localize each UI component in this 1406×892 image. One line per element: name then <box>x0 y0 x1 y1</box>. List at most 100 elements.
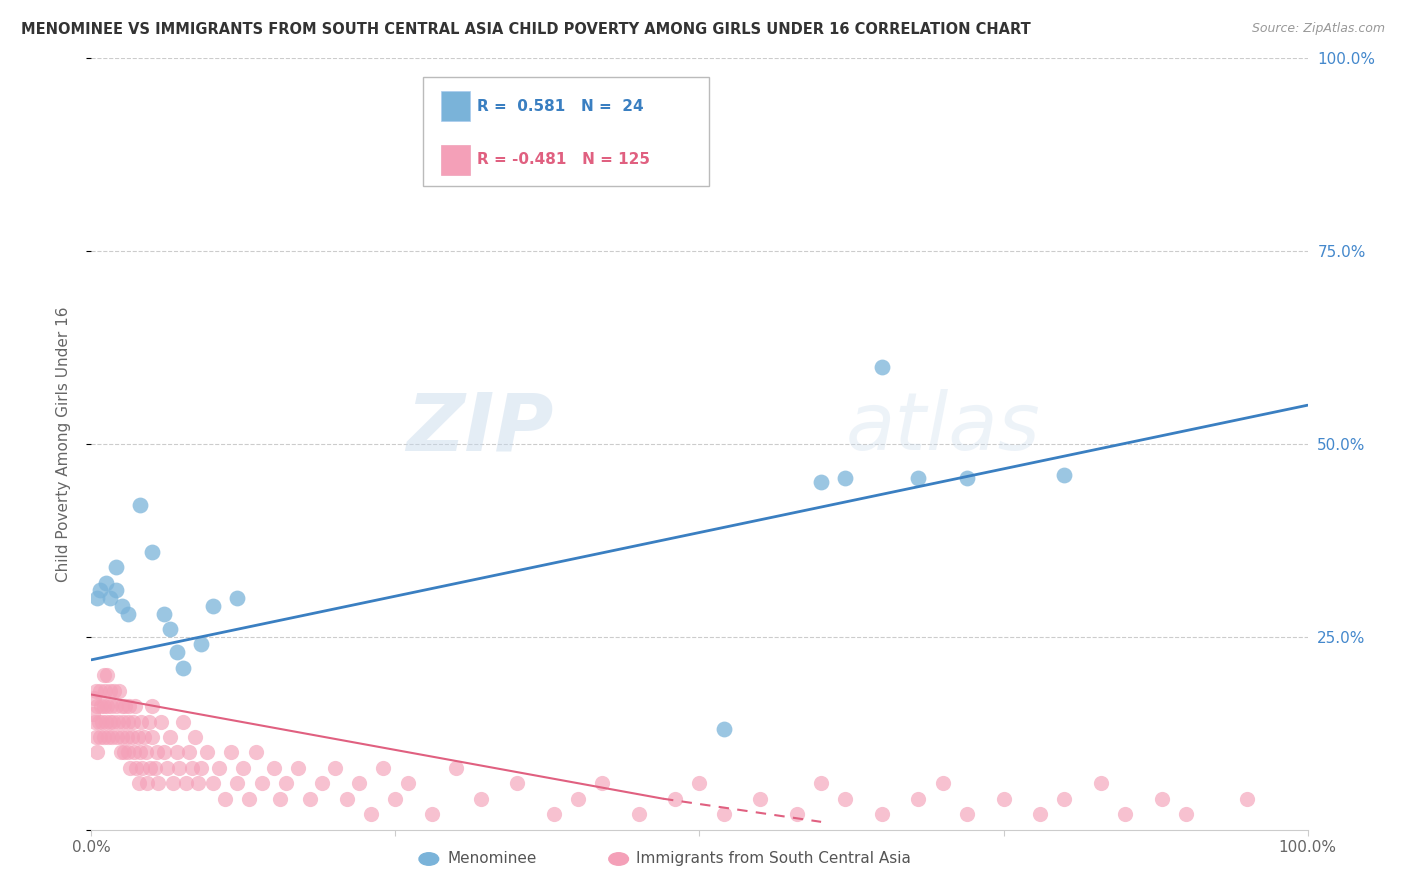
Point <box>373 761 395 775</box>
Point <box>384 791 406 805</box>
Point <box>167 761 190 775</box>
Point <box>89 583 111 598</box>
Point <box>190 637 212 651</box>
Point <box>132 730 155 744</box>
Point <box>159 622 181 636</box>
Point <box>114 699 136 714</box>
Point <box>135 745 157 759</box>
Point <box>105 730 128 744</box>
Point <box>956 471 979 485</box>
Point <box>226 591 249 605</box>
Point <box>103 683 125 698</box>
Point <box>84 730 107 744</box>
Point <box>101 730 124 744</box>
Point <box>219 745 242 759</box>
Point <box>543 807 565 822</box>
Point <box>567 791 589 805</box>
Point <box>98 591 121 605</box>
Text: MENOMINEE VS IMMIGRANTS FROM SOUTH CENTRAL ASIA CHILD POVERTY AMONG GIRLS UNDER : MENOMINEE VS IMMIGRANTS FROM SOUTH CENTR… <box>21 22 1031 37</box>
Point <box>214 791 236 805</box>
Point <box>94 714 117 729</box>
Point <box>121 714 143 729</box>
Point <box>89 683 111 698</box>
Point <box>129 714 152 729</box>
Point <box>1053 791 1076 805</box>
Point <box>1053 467 1076 482</box>
Point <box>120 761 142 775</box>
Point <box>688 776 710 790</box>
Point <box>86 591 108 605</box>
Point <box>470 791 492 805</box>
Point <box>1029 807 1052 822</box>
Point <box>834 791 856 805</box>
Point <box>166 745 188 759</box>
Point <box>1175 807 1198 822</box>
Point <box>713 807 735 822</box>
Point <box>870 359 893 374</box>
Point <box>907 791 929 805</box>
Point <box>91 714 114 729</box>
Point <box>956 807 979 822</box>
Point <box>245 745 267 759</box>
Point <box>506 776 529 790</box>
Point <box>90 699 112 714</box>
Point <box>111 714 134 729</box>
Point <box>1090 776 1112 790</box>
Point <box>208 761 231 775</box>
Point <box>87 714 110 729</box>
Point <box>107 714 129 729</box>
Point <box>993 791 1015 805</box>
Point <box>84 714 107 729</box>
Point <box>104 560 127 574</box>
Point <box>117 714 139 729</box>
Point <box>93 730 115 744</box>
Point <box>713 723 735 737</box>
Point <box>931 776 953 790</box>
Point <box>82 706 104 721</box>
Point <box>118 699 141 714</box>
Point <box>396 776 419 790</box>
Point <box>263 761 285 775</box>
Point <box>128 776 150 790</box>
Text: atlas: atlas <box>845 389 1040 467</box>
Point <box>360 807 382 822</box>
Point <box>111 599 134 613</box>
Point <box>96 699 118 714</box>
Point <box>139 761 162 775</box>
Point <box>86 745 108 759</box>
Point <box>274 776 297 790</box>
Point <box>108 683 131 698</box>
Text: R = -0.481   N = 125: R = -0.481 N = 125 <box>477 153 650 167</box>
Point <box>299 791 322 805</box>
Point <box>98 714 121 729</box>
Point <box>125 761 148 775</box>
Point <box>93 699 115 714</box>
Point <box>153 745 176 759</box>
Point <box>124 699 146 714</box>
Point <box>143 761 166 775</box>
Point <box>810 475 832 490</box>
Point <box>187 776 209 790</box>
Point <box>172 714 194 729</box>
Point <box>111 699 134 714</box>
Point <box>172 660 194 674</box>
Text: Source: ZipAtlas.com: Source: ZipAtlas.com <box>1251 22 1385 36</box>
Point <box>250 776 273 790</box>
Point <box>129 745 152 759</box>
Point <box>86 699 108 714</box>
Point <box>287 761 309 775</box>
Point <box>84 683 107 698</box>
Point <box>153 607 176 621</box>
Point <box>834 471 856 485</box>
Point <box>115 730 138 744</box>
Point <box>907 471 929 485</box>
Point <box>112 745 135 759</box>
Point <box>786 807 808 822</box>
Point <box>97 730 120 744</box>
Point <box>444 761 467 775</box>
Point <box>181 761 204 775</box>
Point <box>103 714 125 729</box>
Point <box>148 776 170 790</box>
Point <box>174 776 197 790</box>
Point <box>117 745 139 759</box>
